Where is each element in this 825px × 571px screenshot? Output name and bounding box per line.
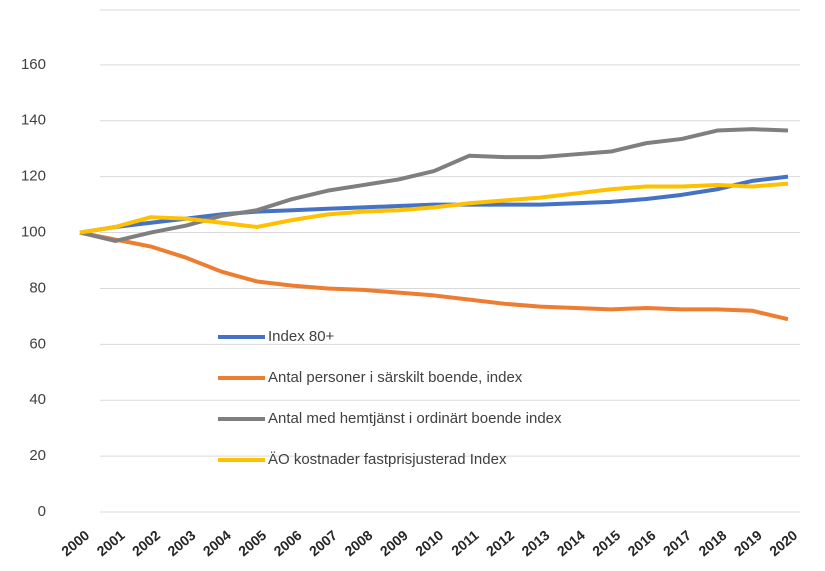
x-tick-label: 2013	[518, 527, 552, 559]
x-tick-label: 2000	[58, 527, 92, 559]
x-tick-label: 2016	[625, 527, 659, 559]
y-tick-label: 0	[38, 503, 46, 520]
x-tick-label: 2012	[483, 527, 517, 559]
x-tick-label: 2001	[94, 527, 128, 559]
y-tick-label: 60	[29, 335, 46, 352]
x-tick-label: 2005	[235, 527, 269, 559]
x-tick-label: 2003	[164, 527, 198, 559]
x-tick-label: 2017	[660, 527, 694, 559]
y-tick-label: 20	[29, 447, 46, 464]
x-tick-label: 2008	[341, 527, 375, 559]
x-tick-label: 2009	[377, 527, 411, 559]
x-tick-label: 2011	[448, 527, 482, 559]
x-tick-label: 2020	[766, 527, 800, 559]
legend-label: Index 80+	[268, 328, 335, 345]
x-tick-label: 2019	[731, 527, 765, 559]
x-tick-label: 2004	[200, 527, 234, 559]
y-tick-label: 140	[21, 112, 46, 129]
x-tick-label: 2002	[129, 527, 163, 559]
y-tick-label: 40	[29, 391, 46, 408]
x-tick-label: 2010	[412, 527, 446, 559]
x-tick-label: 2015	[589, 527, 623, 559]
y-tick-label: 160	[21, 56, 46, 73]
series-line	[79, 230, 789, 322]
x-tick-label: 2006	[271, 527, 305, 559]
y-tick-label: 120	[21, 168, 46, 185]
y-tick-label: 80	[29, 279, 46, 296]
x-tick-label: 2014	[554, 527, 588, 559]
legend-label: Antal personer i särskilt boende, index	[268, 369, 523, 386]
legend-label: Antal med hemtjänst i ordinärt boende in…	[268, 410, 562, 427]
x-tick-label: 2007	[306, 527, 340, 559]
x-tick-label: 2018	[695, 527, 729, 559]
y-tick-label: 100	[21, 224, 46, 241]
series-line	[79, 127, 789, 243]
legend-label: ÄO kostnader fastprisjusterad Index	[268, 451, 507, 468]
series-line	[79, 174, 789, 235]
series-line	[79, 181, 789, 235]
